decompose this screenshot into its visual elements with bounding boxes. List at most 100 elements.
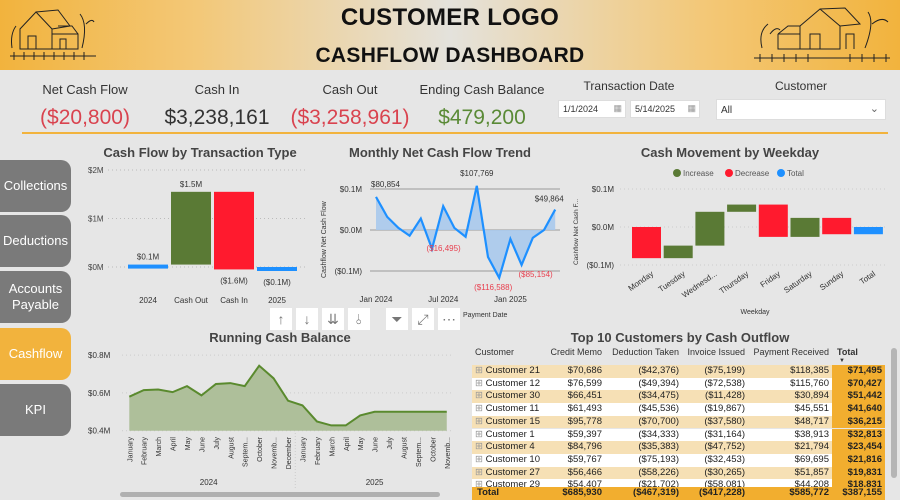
cell-credit-memo: $84,796 (567, 441, 602, 453)
running-balance-line (128, 364, 447, 427)
bar-friday (758, 204, 788, 237)
expand-icon[interactable]: ⊞ (475, 428, 486, 440)
expand-icon[interactable]: ⊞ (475, 453, 486, 465)
column-header-deduction-taken[interactable]: Deduction Taken (612, 347, 679, 357)
cell-credit-memo: $95,778 (567, 415, 602, 427)
cell-customer: Total (477, 487, 499, 498)
cell-credit-memo: $54,407 (567, 479, 602, 487)
dashboard-title: CASHFLOW DASHBOARD (315, 44, 585, 67)
x-tick-label-month: April (344, 437, 351, 451)
x-tick-label-month: June (373, 437, 380, 452)
cell-total: $23,454 (832, 441, 885, 454)
x-tick-label: Cash In (220, 296, 248, 305)
nav-label: Cashflow (8, 346, 63, 361)
table-row[interactable]: ⊞ Customer 4 $84,796 ($35,383) ($47,752) $21… (472, 441, 885, 454)
x-axis-title: Weekday (740, 309, 770, 316)
x-tick-label: Thursday (718, 269, 750, 296)
expand-icon[interactable]: ⊞ (475, 403, 486, 415)
table-row[interactable]: ⊞ Customer 11 $61,493 ($45,536) ($19,867) $4… (472, 403, 885, 416)
x-axis-title: Payment Date (463, 312, 507, 319)
cell-payment-received: $48,717 (794, 415, 829, 427)
expand-icon[interactable]: ⊞ (475, 377, 486, 389)
net-cash-flow-line (375, 185, 557, 281)
expand-icon[interactable]: ⊞ (475, 390, 486, 402)
cell-deduction-taken: ($34,333) (638, 428, 679, 440)
x-tick-label-month: June (199, 437, 206, 452)
column-header-invoice-issued[interactable]: Invoice Issued (687, 347, 745, 357)
sort-descending-icon[interactable]: ▼ (839, 358, 845, 364)
expand-hierarchy-icon[interactable]: ⫰ (348, 308, 370, 330)
table-row[interactable]: ⊞ Customer 27 $56,466 ($58,226) ($30,265) $5… (472, 466, 885, 480)
nav-label: KPI (25, 402, 46, 417)
data-label: $49,864 (535, 195, 564, 204)
header-banner: CUSTOMER LOGO CASHFLOW DASHBOARD (0, 0, 900, 70)
expand-icon[interactable]: ⊞ (475, 479, 486, 487)
focus-mode-icon[interactable]: ⤢ (412, 308, 434, 330)
x-tick-label-month: February (142, 437, 149, 466)
expand-icon[interactable]: ⊞ (475, 441, 486, 453)
customer-dropdown[interactable]: All ⌄ (716, 99, 886, 120)
table-row[interactable]: ⊞ Customer 1 $59,397 ($34,333) ($31,164) $38… (472, 428, 885, 442)
cell-payment-received: $30,894 (794, 390, 829, 402)
cell-deduction-taken: ($58,226) (638, 466, 679, 478)
arrow-up-icon[interactable]: ↑ (270, 308, 292, 330)
x-tick-label: Wednesd... (680, 269, 718, 300)
nav-cashflow[interactable]: Cashflow (0, 328, 71, 380)
y-tick-label: ($0.1M) (334, 267, 362, 276)
calendar-icon[interactable]: ▦ (613, 103, 622, 113)
filter-icon[interactable]: ⏷ (386, 308, 408, 330)
table-row[interactable]: ⊞ Customer 21 $70,686 ($42,376) ($75,199) $1… (472, 365, 885, 378)
chart-title-running-balance: Running Cash Balance (209, 330, 351, 345)
running-cash-balance-chart[interactable]: $0.8M $0.6M $0.4M January February March April… (80, 345, 465, 500)
legend-marker-increase (673, 169, 681, 177)
more-options-icon[interactable]: ⋯ (438, 308, 460, 330)
start-date-input[interactable]: 1/1/2024 ▦ (558, 100, 626, 118)
x-tick-label: Jan 2025 (494, 295, 527, 304)
transaction-date-label: Transaction Date (583, 79, 675, 93)
y-tick-label: $2M (88, 166, 104, 175)
expand-icon[interactable]: ⊞ (475, 415, 486, 427)
table-row[interactable]: ⊞ Customer 29 $54,407 ($21,702) ($58,081) $4… (472, 479, 885, 487)
cash-flow-by-transaction-type-chart[interactable]: $0M $1M $2M $0.1M 2024 $1.5M Cash Out ($1.6M) Ca… (80, 160, 310, 310)
cell-payment-received: $115,760 (790, 377, 829, 389)
column-header-total[interactable]: Total (837, 347, 858, 357)
customer-name: Customer 12 (485, 377, 540, 389)
column-header-customer[interactable]: Customer (475, 347, 515, 357)
table-row[interactable]: ⊞ Customer 12 $76,599 ($49,394) ($72,538) $1… (472, 377, 885, 391)
table-row[interactable]: ⊞ Customer 30 $66,451 ($34,475) ($11,428) $3… (472, 390, 885, 404)
nav-kpi[interactable]: KPI (0, 384, 71, 436)
x-tick-label: Friday (759, 269, 782, 289)
kpi-cash-out-value: ($3,258,961) (290, 106, 410, 129)
cell-invoice-issued: ($72,538) (704, 377, 745, 389)
expand-icon[interactable]: ⊞ (475, 365, 486, 376)
table-row[interactable]: ⊞ Customer 10 $59,767 ($75,193) ($32,453) $6… (472, 453, 885, 467)
calendar-icon[interactable]: ▦ (687, 103, 696, 113)
x-tick-label-month: March (329, 437, 336, 457)
expand-icon[interactable]: ⊞ (475, 466, 486, 478)
y-tick-label: $0.8M (88, 351, 111, 360)
legend-marker-total (777, 169, 785, 177)
nav-collections[interactable]: Collections (0, 160, 71, 212)
data-label: ($16,495) (426, 244, 461, 253)
y-tick-label: $0.4M (88, 427, 111, 436)
cell-deduction-taken: ($70,700) (638, 415, 679, 427)
monthly-net-cash-flow-chart[interactable]: $0.1M $0.0M ($0.1M) $80,854 ($16,495) $107,76… (310, 160, 570, 320)
table-scrollbar[interactable] (891, 348, 897, 478)
table-row[interactable]: ⊞ Customer 15 $95,778 ($70,700) ($37,580) $4… (472, 415, 885, 429)
y-tick-label: $0.1M (340, 185, 363, 194)
x-tick-label-month: April (171, 437, 178, 451)
column-header-payment-received[interactable]: Payment Received (753, 347, 829, 357)
x-tick-label-month: Novemb... (445, 437, 452, 469)
end-date-input[interactable]: 5/14/2025 ▦ (630, 100, 700, 118)
double-arrow-down-icon[interactable]: ⇊ (322, 308, 344, 330)
nav-accounts-payable[interactable]: Accounts Payable (0, 271, 71, 323)
cash-movement-by-weekday-chart[interactable]: Increase Decrease Total $0.1M $0.0M ($0.1M) Mo… (570, 160, 900, 320)
cell-payment-received: $44,208 (794, 479, 829, 487)
arrow-down-icon[interactable]: ↓ (296, 308, 318, 330)
cell-payment-received: $69,695 (794, 453, 829, 465)
nav-deductions[interactable]: Deductions (0, 215, 71, 267)
x-tick-label-month: October (257, 436, 264, 462)
column-header-credit-memo[interactable]: Credit Memo (550, 347, 602, 357)
cell-payment-received: $118,385 (790, 365, 829, 376)
horizontal-scrollbar[interactable] (120, 492, 440, 497)
